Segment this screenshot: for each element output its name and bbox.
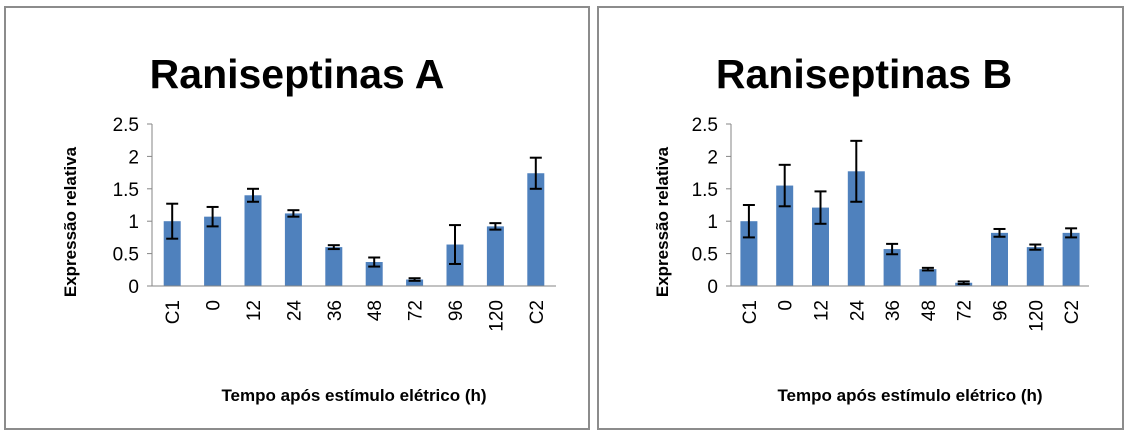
bar [486,226,504,286]
y-tick-label: 2.5 [113,115,139,136]
y-tick-label: 1.5 [113,180,139,201]
chart-panel-raniseptinas-b: Raniseptinas B Expressão relativa Tempo … [597,6,1124,430]
bar [919,269,937,286]
x-axis-title: Tempo após estímulo elétrico (h) [221,386,486,405]
x-tick-label: 0 [776,300,797,311]
x-tick-label: 48 [365,300,386,321]
chart-title: Raniseptinas A [150,51,445,97]
y-tick-label: 1.5 [692,180,718,201]
x-tick-label: C2 [527,300,548,324]
x-tick-label: 48 [919,300,940,321]
bar [446,244,464,286]
x-tick-label: C1 [740,300,761,324]
bar [406,279,424,286]
x-tick-label: C1 [163,300,184,324]
bar [365,262,383,286]
y-tick-label: 0 [707,277,718,298]
x-tick-label: 36 [325,300,346,321]
chart-b-svg: Raniseptinas B Expressão relativa Tempo … [653,51,1089,405]
x-tick-label: 120 [1026,300,1047,332]
bar [776,185,794,286]
x-tick-label: 24 [284,300,305,322]
bar [847,171,865,286]
x-tick-label: C2 [1062,300,1083,324]
x-tick-label: 12 [812,300,833,321]
y-tick-label: 2 [128,147,139,168]
x-tick-label: 96 [446,300,467,321]
bar [1026,247,1044,286]
y-tick-label: 1 [707,212,718,233]
y-tick-label: 0.5 [113,245,139,266]
bar [812,207,829,286]
x-axis-title: Tempo após estímulo elétrico (h) [777,386,1042,405]
bar [1062,232,1080,286]
plot-area: 0 0.5 1 1.5 2 2.5 C1 0 12 24 36 48 72 96 120 C2 [692,115,1089,332]
bar [991,232,1008,286]
bar [244,195,262,286]
y-axis-title: Expressão relativa [653,146,672,297]
x-tick-label: 72 [406,300,427,321]
chart-title: Raniseptinas B [716,51,1012,97]
y-tick-label: 2 [707,147,718,168]
bar [325,247,343,286]
x-tick-label: 24 [847,300,868,322]
x-tick-label: 0 [204,300,225,311]
bar [163,221,181,286]
bar [204,216,222,286]
y-tick-label: 0.5 [692,245,718,266]
y-tick-label: 2.5 [692,115,718,136]
chart-panel-raniseptinas-a: Raniseptinas A Expressão relativa Tempo … [4,6,590,430]
x-tick-label: 72 [955,300,976,321]
y-tick-label: 1 [128,212,139,233]
chart-a-svg: Raniseptinas A Expressão relativa Tempo … [61,51,556,405]
x-tick-label: 12 [244,300,265,321]
x-tick-label: 36 [883,300,904,321]
bar [527,173,545,286]
y-tick-label: 0 [128,277,139,298]
x-tick-label: 120 [486,300,507,332]
x-tick-label: 96 [991,300,1012,321]
bar [284,213,302,286]
y-axis-title: Expressão relativa [61,146,80,297]
plot-area: 0 0.5 1 1.5 2 2.5 C1 0 12 24 36 48 72 96 120 C2 [113,115,556,332]
bar [883,249,901,286]
